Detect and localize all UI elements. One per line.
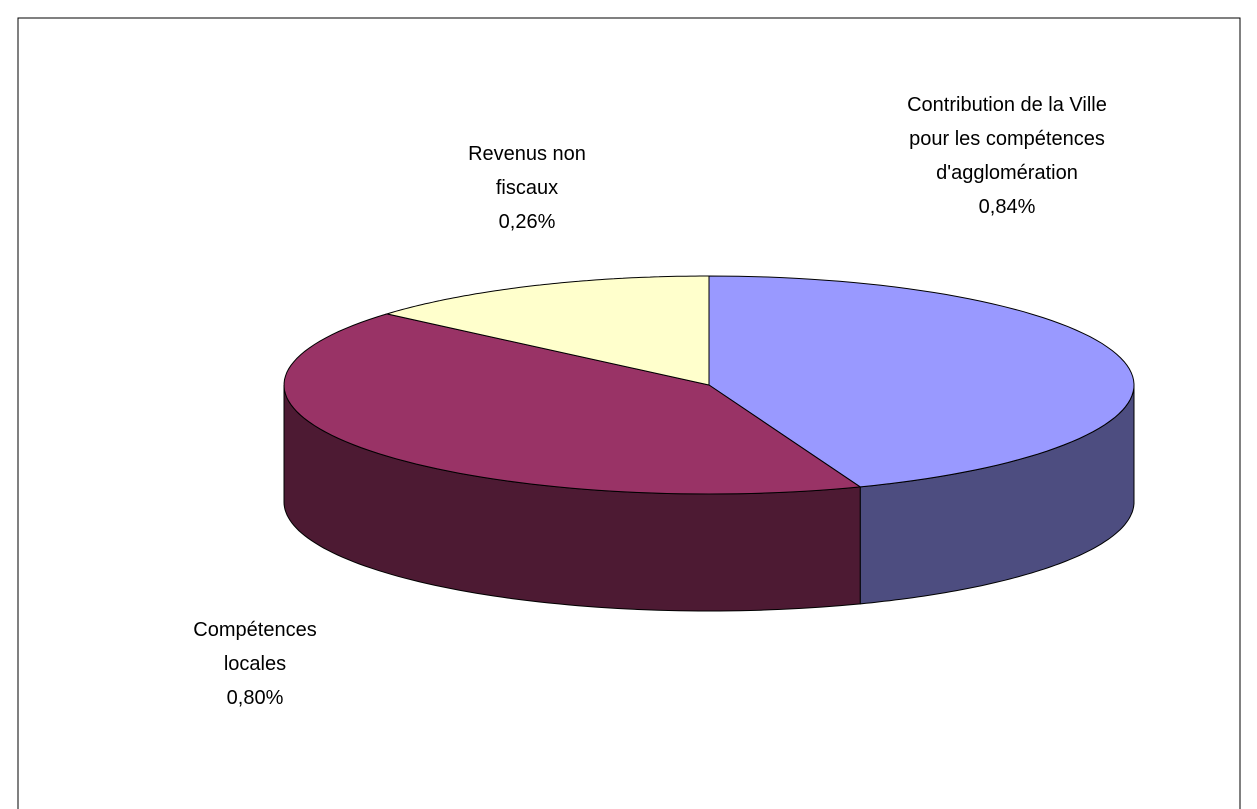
slice-name: Contribution de la Ville pour les compét…	[907, 94, 1107, 184]
slice-value: 0,84%	[978, 196, 1036, 218]
pie-slice	[283, 313, 862, 495]
slice-name: Compétences locales	[193, 619, 317, 675]
pie-slice	[385, 275, 710, 386]
pie-slice	[708, 275, 1135, 488]
slice-value: 0,80%	[226, 687, 284, 709]
slice-value: 0,26%	[498, 211, 556, 233]
slice-label: Contribution de la Ville pour les compét…	[900, 88, 1115, 224]
slice-name: Revenus non fiscaux	[468, 143, 586, 199]
slice-label: Compétences locales 0,80%	[180, 613, 330, 715]
slice-label: Revenus non fiscaux 0,26%	[452, 137, 602, 239]
